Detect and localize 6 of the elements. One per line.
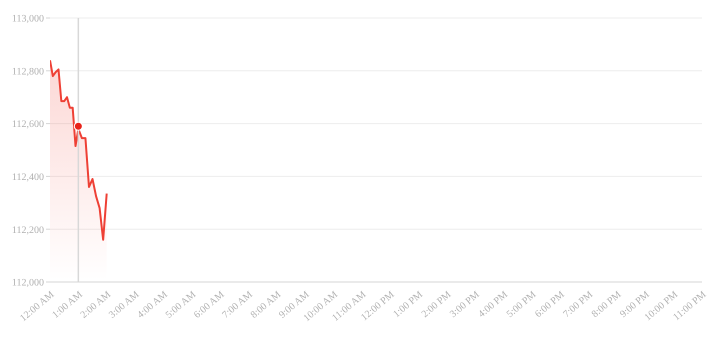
y-tick-label: 112,800 [12, 66, 44, 78]
y-tick-label: 112,000 [12, 278, 44, 289]
y-tick-label: 112,400 [12, 172, 44, 183]
y-tick-label: 112,200 [12, 224, 44, 236]
y-tick-label: 113,000 [12, 14, 44, 25]
y-tick-label: 112,600 [12, 119, 44, 130]
